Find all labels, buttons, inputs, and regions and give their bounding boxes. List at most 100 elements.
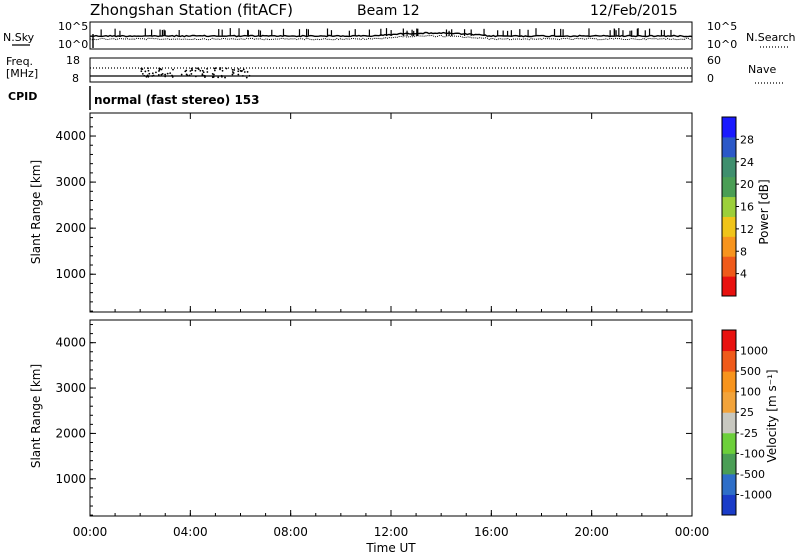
power-cbar-tick-label: 24 (740, 156, 754, 169)
freq-left-label-2: [MHz] (6, 67, 38, 80)
velocity-cbar-tick-label: 500 (740, 365, 761, 378)
nave-dot (189, 70, 192, 72)
noise-tick-bottom: 10^0 (58, 38, 88, 51)
velocity-ytick-label: 3000 (55, 381, 86, 395)
power-cbar-swatch (722, 176, 736, 198)
power-cbar-swatch (722, 136, 736, 158)
nave-dot (241, 69, 243, 72)
nave-dot (190, 73, 193, 75)
nave-dot (191, 69, 194, 71)
nave-dot (237, 68, 240, 71)
nave-dot (146, 74, 149, 77)
nave-dot (196, 67, 198, 70)
velocity-ytick-label: 2000 (55, 426, 86, 440)
nave-dot (185, 73, 188, 76)
noise-trace (89, 28, 693, 48)
nave-dot (213, 69, 216, 72)
velocity-ytick-label: 4000 (55, 336, 86, 350)
nave-dot (242, 68, 245, 71)
x-tick-label: 08:00 (273, 525, 308, 539)
nave-dot (164, 75, 167, 78)
power-cbar-swatch (722, 276, 736, 297)
nave-dot (231, 73, 234, 76)
nave-dot (140, 67, 143, 70)
velocity-cbar-swatch (722, 330, 736, 352)
power-cbar-tick-label: 12 (740, 223, 754, 236)
velocity-colorbar: 1000 500 100 25 -25 -100 -500 -1000 (721, 329, 772, 516)
power-colorbar: 28 24 20 16 12 8 4 (721, 116, 754, 297)
freq-left-label-1: Freq. (6, 55, 33, 68)
x-tick-label: 00:00 (73, 525, 108, 539)
nave-dot (147, 67, 149, 70)
nave-dot (185, 69, 188, 72)
velocity-cbar-tick-label: -500 (740, 468, 765, 481)
nave-dot (160, 68, 163, 71)
nave-dot (214, 67, 217, 70)
x-tick-label: 00:00 (675, 525, 710, 539)
velocity-cbar-tick-label: 25 (740, 406, 754, 419)
power-cbar-swatch (722, 256, 736, 277)
nave-dot (219, 67, 222, 69)
x-tick-label: 12:00 (374, 525, 409, 539)
nave-dot (164, 73, 167, 76)
velocity-ylabel: Slant Range [km] (29, 364, 43, 468)
freq-panel: Freq. [MHz] 18 8 60 0 Nave (6, 54, 785, 85)
nave-dot (152, 74, 155, 77)
nave-dot (171, 74, 173, 77)
nave-dot (233, 69, 236, 71)
nave-tick-top: 60 (707, 54, 721, 67)
power-axes: 1000 2000 3000 4000 (55, 113, 693, 312)
nave-dot (206, 67, 209, 70)
velocity-cbar-label: Velocity [m s⁻¹] (765, 369, 779, 462)
velocity-cbar-frame (721, 329, 737, 516)
freq-panel-frame (89, 57, 693, 83)
noise-tick-bottom-right: 10^0 (707, 38, 737, 51)
power-ytick-label: 4000 (55, 129, 86, 143)
velocity-cbar-swatch (722, 371, 736, 393)
velocity-cbar-tick-label: 100 (740, 386, 761, 399)
x-tick-labels: 00:00 04:00 08:00 12:00 16:00 20:00 00:00 (73, 525, 710, 539)
beam-label: Beam 12 (357, 3, 420, 19)
nave-dot (221, 69, 224, 72)
x-axis-label: Time UT (365, 541, 416, 554)
velocity-cbar-tick-label: -25 (740, 427, 758, 440)
velocity-cbar-swatch (722, 473, 736, 495)
nave-dot (197, 68, 200, 71)
power-cbar-swatch (722, 196, 736, 217)
velocity-cbar-swatch (722, 412, 736, 434)
power-ytick-label: 2000 (55, 221, 86, 235)
nave-dot (151, 75, 154, 77)
nave-tick-bottom: 0 (707, 72, 714, 85)
nave-dot (148, 72, 151, 75)
nave-dot (169, 72, 172, 74)
nave-dot (194, 75, 197, 78)
nave-dot (204, 76, 206, 78)
nave-dot (171, 76, 174, 78)
power-panel: 1000 2000 3000 4000 Slant Range [km] 28 24 20… (29, 112, 771, 313)
freq-tick-bottom: 8 (72, 72, 79, 85)
nave-dot (144, 70, 147, 73)
nave-dot (241, 74, 244, 77)
x-tick-label: 20:00 (574, 525, 609, 539)
nave-dot (231, 68, 234, 71)
nave-dot (161, 72, 164, 75)
velocity-cbar-tick-label: 1000 (740, 345, 768, 358)
nave-dot (159, 67, 162, 70)
power-cbar-tick-label: 28 (740, 133, 754, 146)
velocity-cbar-tick-label: -100 (740, 447, 765, 460)
noise-tick-top-right: 10^5 (707, 20, 737, 33)
nave-dot (180, 73, 183, 76)
velocity-panel: 1000 2000 3000 4000 Slant Range [km] 1000 50… (29, 319, 779, 517)
date-label: 12/Feb/2015 (590, 3, 678, 19)
nave-dot (201, 73, 204, 76)
cpid-label: CPID (8, 90, 37, 103)
power-ylabel: Slant Range [km] (29, 160, 43, 264)
velocity-cbar-swatch (722, 494, 736, 516)
nave-dot (246, 71, 249, 73)
station-title: Zhongshan Station (fitACF) (90, 1, 293, 19)
nave-dot (166, 72, 169, 75)
nave-dot (147, 69, 150, 72)
noise-right-label: N.Search (746, 31, 796, 44)
nave-dot (237, 70, 240, 73)
